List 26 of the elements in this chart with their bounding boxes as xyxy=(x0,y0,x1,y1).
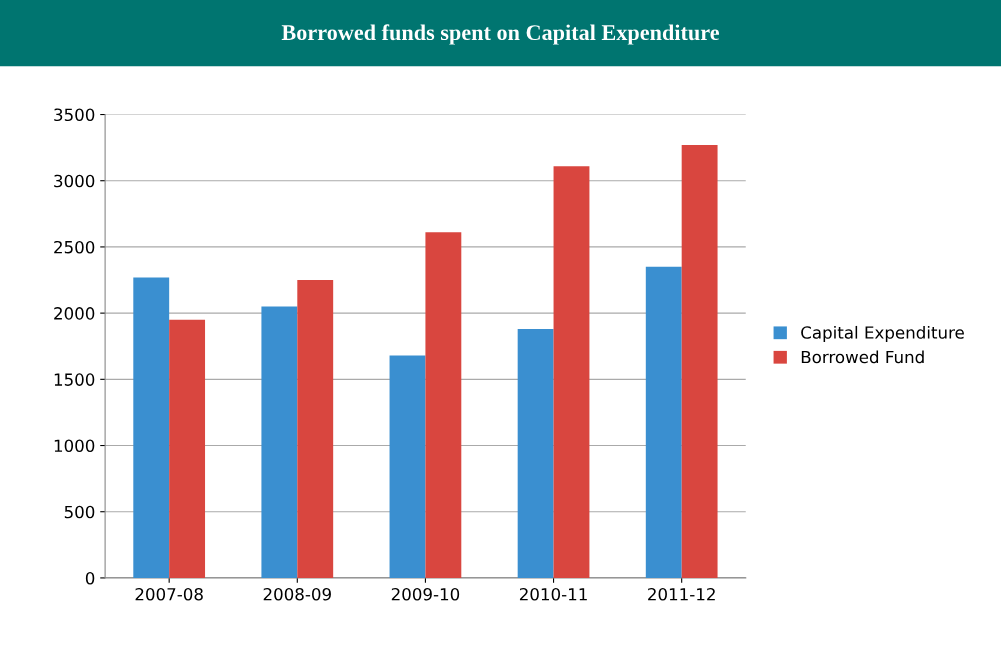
x-tick-label: 2008-09 xyxy=(263,587,331,601)
bar xyxy=(681,144,718,578)
x-tick-label: 2007-08 xyxy=(135,587,203,601)
bar xyxy=(553,166,590,578)
y-tick-label: 2500 xyxy=(54,240,95,254)
bar xyxy=(297,280,334,578)
bar xyxy=(389,355,426,578)
bar xyxy=(169,319,206,578)
y-tick-label: 2000 xyxy=(54,307,95,320)
y-tick-label: 3000 xyxy=(54,174,95,188)
x-tick-label: 2011-12 xyxy=(648,587,715,601)
x-tick-label: 2009-10 xyxy=(391,587,460,601)
legend-label: Borrowed Fund xyxy=(801,350,924,364)
chart-title: Borrowed funds spent on Capital Expenditure xyxy=(281,24,720,45)
y-tick-label: 3500 xyxy=(54,108,95,122)
bar xyxy=(425,232,462,578)
legend-label: Capital Expenditure xyxy=(801,325,964,343)
bar xyxy=(261,306,298,578)
bar xyxy=(645,266,682,578)
y-tick-label: 0 xyxy=(85,571,95,585)
bar xyxy=(133,277,170,578)
x-tick-label: 2010-11 xyxy=(519,587,587,601)
y-tick-label: 500 xyxy=(64,505,95,519)
y-tick-label: 1500 xyxy=(54,373,95,386)
bar xyxy=(517,329,554,578)
y-tick-label: 1000 xyxy=(54,439,95,453)
